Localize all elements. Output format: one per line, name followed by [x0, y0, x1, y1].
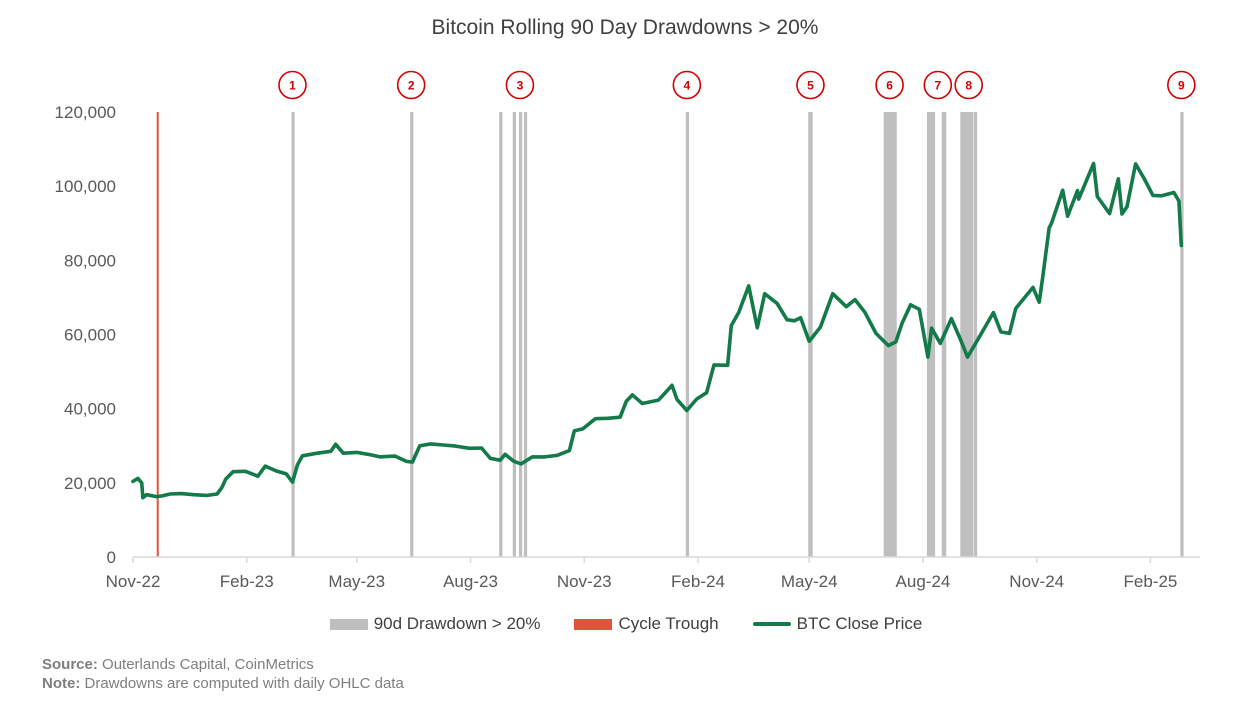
y-tick-label: 20,000 — [64, 474, 116, 493]
drawdown-marker-circle — [796, 70, 825, 100]
drawdown-marker-circle — [1167, 70, 1196, 100]
drawdown-marker-label: 2 — [408, 79, 415, 93]
legend-label-price: BTC Close Price — [796, 614, 923, 633]
drawdown-marker: 6 — [875, 70, 904, 100]
drawdown-marker: 3 — [505, 70, 535, 100]
drawdown-marker-circle — [505, 70, 535, 100]
x-tick-label: Aug-24 — [896, 572, 951, 591]
drawdown-marker: 4 — [672, 70, 702, 100]
y-tick-label: 0 — [107, 548, 116, 567]
x-tick-label: Feb-24 — [671, 572, 725, 591]
drawdown-band — [808, 112, 813, 557]
drawdown-bands — [291, 112, 1184, 557]
legend-label-trough: Cycle Trough — [618, 614, 719, 633]
drawdown-marker-label: 5 — [807, 79, 814, 93]
drawdown-marker: 7 — [923, 70, 953, 100]
y-tick-label: 80,000 — [64, 251, 116, 270]
drawdown-marker: 2 — [396, 70, 426, 100]
source-note: Source: Outerlands Capital, CoinMetrics — [42, 655, 404, 674]
drawdown-marker-label: 9 — [1178, 79, 1185, 93]
y-axis: 0 20,000 40,000 60,000 80,000 100,000 120,000 — [55, 103, 116, 567]
btc-close-price-line — [131, 161, 1184, 500]
x-tick-label: Nov-23 — [557, 572, 612, 591]
drawdown-band — [523, 112, 528, 557]
drawdown-marker: 1 — [278, 70, 307, 100]
drawdown-marker-label: 3 — [517, 79, 524, 93]
legend-item-drawdown: 90d Drawdown > 20% — [328, 614, 541, 634]
y-tick-label: 100,000 — [55, 177, 116, 196]
price-series — [131, 161, 1184, 500]
legend-label-drawdown: 90d Drawdown > 20% — [373, 614, 541, 633]
y-tick-label: 120,000 — [55, 103, 116, 122]
x-tick-label: Nov-24 — [1009, 572, 1064, 591]
drawdown-band — [1180, 112, 1184, 557]
drawdown-band — [410, 112, 414, 557]
x-axis — [132, 556, 1200, 563]
legend-swatch-drawdown — [329, 618, 368, 630]
drawdown-band — [499, 112, 503, 557]
chart-legend: 90d Drawdown > 20% Cycle Trough BTC Clos… — [0, 614, 1250, 634]
source-label: Source: — [42, 656, 98, 673]
x-tick-label: Feb-25 — [1124, 572, 1178, 591]
drawdown-note: Note: Drawdowns are computed with daily … — [42, 674, 404, 693]
drawdown-band — [960, 112, 974, 557]
x-tick-label: May-24 — [781, 572, 838, 591]
x-axis-labels: Nov-22 Feb-23 May-23 Aug-23 Nov-23 Feb-24 May-… — [106, 572, 1178, 591]
legend-item-price: BTC Close Price — [751, 614, 923, 634]
x-tick-label: Aug-23 — [443, 572, 498, 591]
y-tick-label: 40,000 — [64, 400, 116, 419]
drawdown-marker-circle — [672, 70, 702, 100]
drawdown-marker-circle — [875, 70, 904, 100]
legend-swatch-trough — [574, 618, 613, 630]
legend-swatch-price — [752, 622, 791, 626]
y-tick-label: 60,000 — [64, 326, 116, 345]
note-text: Drawdowns are computed with daily OHLC d… — [84, 675, 404, 692]
drawdown-marker: 5 — [796, 70, 825, 100]
x-tick-label: Nov-22 — [106, 572, 161, 591]
drawdown-marker-circle — [396, 70, 426, 100]
drawdown-marker-label: 1 — [289, 79, 296, 93]
x-tick-label: Feb-23 — [220, 572, 274, 591]
drawdown-marker-label: 4 — [683, 79, 690, 93]
drawdown-marker: 8 — [954, 70, 984, 100]
drawdown-marker-label: 6 — [886, 79, 893, 93]
drawdown-marker-label: 8 — [965, 79, 972, 93]
drawdown-markers: 1 2 3 4 5 6 7 8 9 — [278, 70, 1196, 100]
x-tick-label: May-23 — [328, 572, 385, 591]
drawdown-marker-circle — [954, 70, 984, 100]
drawdown-marker-circle — [923, 70, 953, 100]
drawdown-band — [973, 112, 978, 557]
drawdown-band — [291, 112, 295, 557]
drawdown-marker-label: 7 — [934, 79, 941, 93]
legend-item-trough: Cycle Trough — [572, 614, 719, 634]
note-label: Note: — [42, 675, 81, 692]
chart-title: Bitcoin Rolling 90 Day Drawdowns > 20% — [431, 16, 819, 39]
footnotes: Source: Outerlands Capital, CoinMetrics … — [42, 655, 404, 693]
drawdown-marker: 9 — [1167, 70, 1196, 100]
source-text: Outerlands Capital, CoinMetrics — [102, 656, 314, 673]
drawdown-band — [883, 112, 897, 557]
drawdown-band — [685, 112, 690, 557]
drawdown-marker-circle — [278, 70, 307, 100]
drawdown-band — [512, 112, 517, 557]
drawdown-band — [518, 112, 523, 557]
